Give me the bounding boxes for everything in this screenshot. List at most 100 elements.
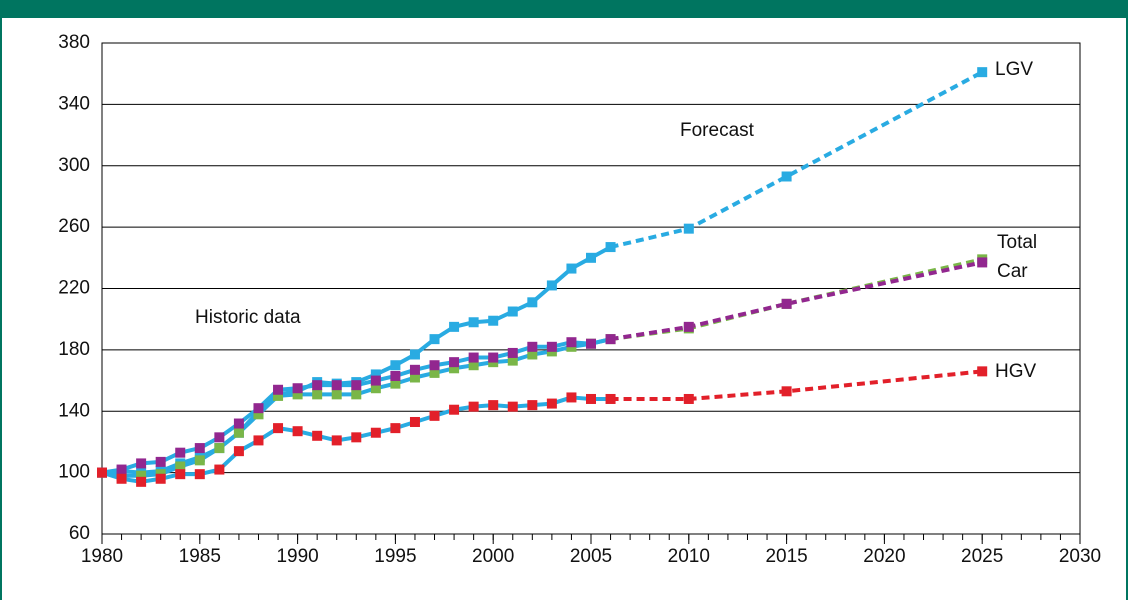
annotation: Forecast [680,120,755,141]
marker [781,298,792,309]
marker [253,409,264,420]
marker [566,392,577,403]
marker [527,297,538,308]
y-tick-label: 300 [58,155,90,176]
marker [331,380,342,391]
marker [449,404,460,415]
marker [605,334,616,345]
series-label: Car [997,261,1028,282]
marker [507,347,518,358]
marker [351,389,362,400]
marker [253,435,264,446]
marker [468,360,479,371]
marker [977,257,988,268]
marker [683,393,694,404]
frame-left [0,0,2,600]
marker [429,334,440,345]
marker [781,386,792,397]
marker [370,427,381,438]
marker [527,341,538,352]
marker [566,337,577,348]
marker [977,366,988,377]
x-tick-label: 2025 [961,546,1003,567]
markers [97,67,988,487]
y-tick-label: 100 [58,462,90,483]
marker [546,398,557,409]
marker [292,426,303,437]
marker [586,252,596,263]
marker [605,242,616,253]
y-tick-label: 380 [58,32,90,53]
marker [292,383,303,394]
marker [586,338,596,349]
frame-right [1126,0,1128,600]
marker [781,171,792,182]
marker [155,473,166,484]
forecast-line [610,70,984,250]
marker [194,469,205,480]
marker [527,400,538,411]
series-label: LGV [995,59,1033,80]
marker [175,447,186,458]
marker [292,389,303,400]
marker [546,280,557,291]
marker [116,464,127,475]
marker [214,464,225,475]
marker [468,401,479,412]
marker [390,378,401,389]
marker [605,393,616,404]
x-tick-label: 2020 [863,546,905,567]
marker [175,461,186,472]
marker [586,393,596,404]
marker [194,455,205,466]
y-tick-label: 60 [69,523,90,544]
marker [390,360,401,371]
x-tick-label: 2005 [570,546,612,567]
marker [136,470,147,481]
y-tick-label: 140 [58,400,90,421]
marker [683,223,694,234]
marker [233,446,244,457]
marker [390,370,401,381]
x-tick-label: 2000 [472,546,514,567]
marker [331,435,342,446]
forecast-line [610,257,983,342]
y-tick-label: 180 [58,339,90,360]
x-tick-label: 1980 [81,546,123,567]
marker [507,306,518,317]
header-band [0,0,1128,18]
marker [370,383,381,394]
marker [390,423,401,434]
forecast-line [610,369,983,401]
marker [409,349,420,360]
series-label: HGV [995,361,1037,382]
marker [488,400,499,411]
marker [253,403,264,414]
marker [488,352,499,363]
series-label: Total [997,232,1037,253]
marker [370,369,381,380]
marker [449,363,460,374]
marker [273,390,284,401]
marker [233,427,244,438]
marker [312,430,323,441]
marker [683,321,694,332]
marker [468,352,479,363]
x-tick-label: 1995 [374,546,416,567]
marker [370,375,381,386]
marker [331,389,342,400]
marker [507,355,518,366]
x-tick-label: 2030 [1059,546,1101,567]
marker [136,458,147,469]
marker [546,341,557,352]
marker [449,357,460,368]
marker [409,372,420,383]
marker [409,416,420,427]
annotation: Historic data [195,307,301,328]
marker [449,321,460,332]
marker [194,443,205,454]
marker [97,467,107,478]
marker [488,315,499,326]
plot-border [101,42,1081,535]
